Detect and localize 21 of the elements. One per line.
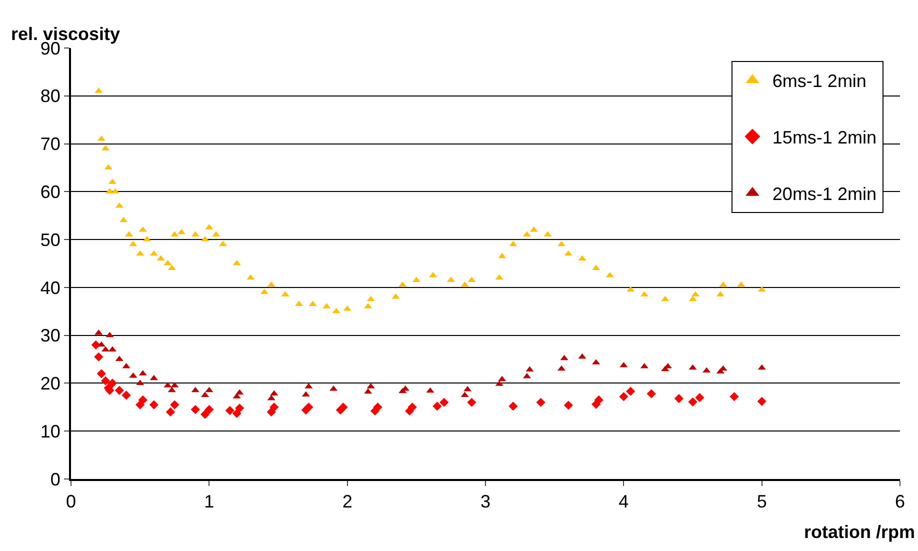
x-axis-title: rotation /rpm [804, 522, 915, 542]
legend-label: 20ms-1 2min [772, 184, 876, 204]
y-tick-label: 50 [40, 230, 60, 250]
y-tick-label: 20 [40, 374, 60, 394]
y-tick-label: 30 [40, 326, 60, 346]
legend-label: 15ms-1 2min [772, 128, 876, 148]
legend-label: 6ms-1 2min [772, 71, 866, 92]
y-tick-label: 40 [40, 278, 60, 298]
x-tick-label: 2 [342, 492, 352, 512]
x-tick-label: 0 [66, 492, 76, 512]
x-tick-label: 3 [480, 492, 491, 512]
y-tick-label: 10 [40, 421, 60, 442]
x-tick-label: 4 [618, 492, 629, 512]
x-tick-label: 6 [894, 492, 906, 512]
y-tick-label: 0 [50, 469, 60, 490]
y-tick-label: 60 [40, 182, 60, 202]
y-tick-label: 80 [40, 86, 60, 106]
x-tick-label: 1 [204, 492, 214, 512]
y-axis-title: rel. viscosity [11, 24, 120, 44]
y-tick-label: 70 [40, 134, 60, 154]
x-tick-label: 5 [756, 492, 767, 512]
